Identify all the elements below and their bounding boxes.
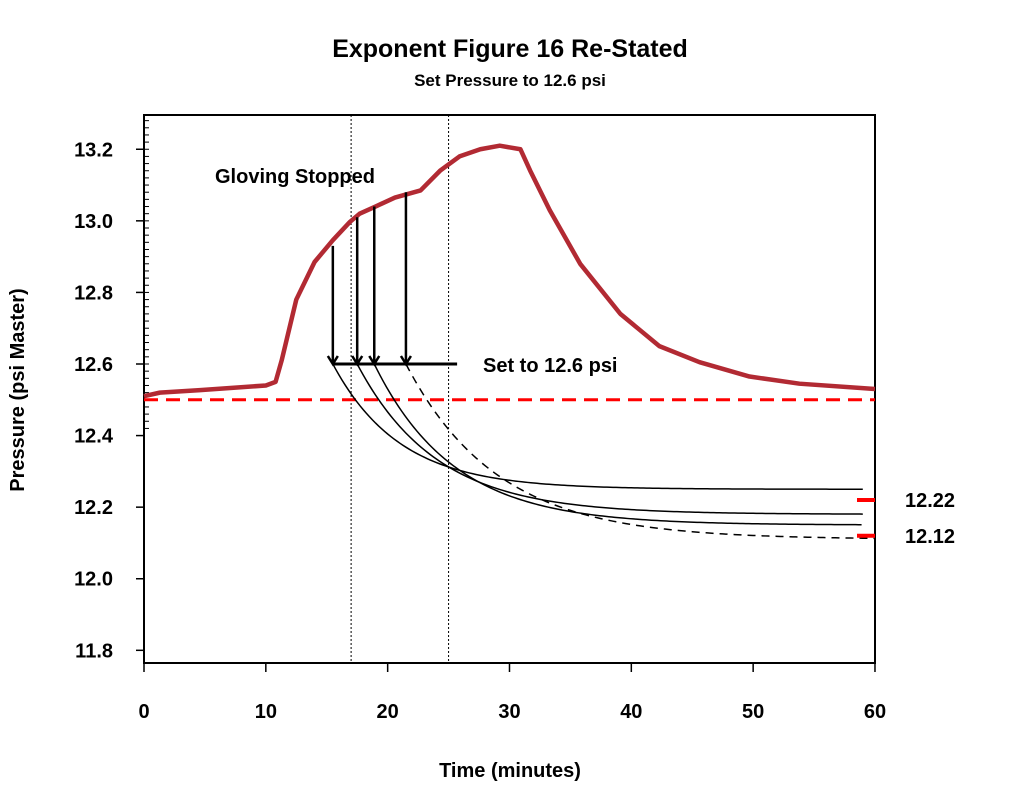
y-tick-label: 12.0 xyxy=(74,569,113,591)
plot-frame xyxy=(143,114,876,664)
arrow-head-icon xyxy=(351,355,364,367)
x-tick-label: 60 xyxy=(864,701,886,723)
decay-curve xyxy=(332,363,863,490)
y-tick-label: 12.6 xyxy=(74,354,113,376)
chart-subtitle: Set Pressure to 12.6 psi xyxy=(414,71,606,90)
y-tick-label: 12.8 xyxy=(74,282,113,304)
measured-pressure-line xyxy=(143,143,876,399)
x-axis-label: Time (minutes) xyxy=(439,760,581,782)
annotation-gloving-stopped: Gloving Stopped xyxy=(215,166,375,188)
annotation-set-to: Set to 12.6 psi xyxy=(483,355,618,377)
y-tick-label: 11.8 xyxy=(75,640,113,662)
y-tick-label: 12.2 xyxy=(74,497,113,519)
x-tick-label: 10 xyxy=(255,701,277,723)
decay-curve xyxy=(373,363,862,526)
x-tick-label: 50 xyxy=(742,701,764,723)
x-tick-label: 0 xyxy=(138,701,149,723)
arrow-head-icon xyxy=(399,355,412,367)
decay-curve xyxy=(405,363,875,540)
y-tick-label: 12.4 xyxy=(74,426,114,448)
x-tick-label: 20 xyxy=(377,701,399,723)
x-tick-label: 30 xyxy=(498,701,520,723)
decay-curve xyxy=(356,363,863,515)
y-tick-label: 13.0 xyxy=(74,211,113,233)
x-tick-label: 40 xyxy=(620,701,642,723)
arrow-head-icon xyxy=(326,355,339,367)
y-tick-label: 13.2 xyxy=(74,139,113,161)
y-axis-label: Pressure (psi Master) xyxy=(7,288,29,491)
marker-label-low: 12.12 xyxy=(905,526,955,548)
chart-title: Exponent Figure 16 Re-Stated xyxy=(332,35,688,63)
marker-label-high: 12.22 xyxy=(905,490,955,512)
arrow-head-icon xyxy=(368,355,381,367)
